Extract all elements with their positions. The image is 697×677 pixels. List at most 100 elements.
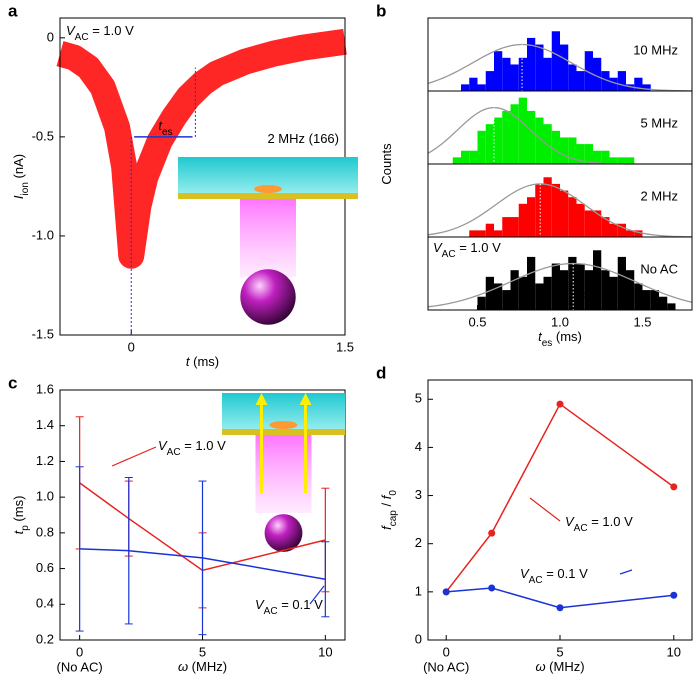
y-axis-label-group: Iion (nA): [11, 154, 31, 199]
histogram-bar: [560, 44, 569, 91]
histogram-bar: [617, 71, 626, 91]
text-part: AC: [75, 32, 89, 43]
histogram-bar: [551, 183, 560, 237]
histogram-bar: [543, 124, 552, 164]
histogram-bar: [642, 290, 651, 310]
histogram-bar: [601, 150, 610, 164]
histogram-bar: [568, 197, 577, 237]
histogram-bar: [469, 150, 478, 164]
tes-annotation: tes: [158, 118, 172, 138]
text-part: t: [186, 354, 191, 369]
series-line: [79, 548, 326, 581]
text-part: AC: [442, 249, 456, 260]
text-part: AC: [264, 606, 278, 617]
histogram-bar: [576, 263, 585, 310]
histogram-bar: [667, 303, 676, 310]
histogram-bar: [634, 283, 643, 310]
text-part: V: [255, 597, 265, 612]
arrow-head: [255, 393, 268, 405]
histogram-bar: [461, 150, 470, 164]
data-point: [442, 588, 450, 596]
x-tick-label: 1.5: [633, 314, 651, 329]
panel-label: c: [8, 373, 17, 392]
histogram-bar: [510, 217, 519, 237]
histogram-bar: [477, 84, 486, 91]
voltage-annotation: VAC = 1.0 V: [66, 23, 134, 43]
leader-line: [529, 497, 561, 522]
histogram-bar: [518, 57, 527, 91]
histogram-bar: [642, 84, 651, 91]
histogram-bar: [502, 217, 511, 237]
y-axis-label: Iion (nA): [11, 154, 31, 199]
y-tick-label: 0.6: [36, 560, 54, 575]
text-part: ion: [20, 182, 31, 195]
histogram-bar: [477, 296, 486, 310]
histogram-bar: [584, 270, 593, 310]
histogram-bar: [518, 203, 527, 237]
y-tick-label: 3: [415, 487, 422, 502]
histogram-bar: [518, 97, 527, 164]
histogram-bar: [650, 290, 659, 310]
text-part: = 1.0 V: [456, 240, 501, 255]
histogram-bar: [477, 130, 486, 164]
histogram-bar: [601, 270, 610, 310]
series-label: VAC = 0.1 V: [520, 566, 588, 586]
histogram-bar: [584, 210, 593, 237]
text-part: (MHz): [188, 659, 227, 674]
histogram-bar: [461, 84, 470, 91]
histogram-bar: [535, 183, 544, 237]
text-part: = 0.1 V: [543, 566, 588, 581]
frequency-annotation: 2 MHz (166): [267, 131, 339, 146]
histogram-bar: [601, 71, 610, 91]
histogram-bar: [560, 270, 569, 310]
text-part: = 0.1 V: [278, 597, 323, 612]
histogram-bar: [593, 250, 602, 310]
text-part: V: [520, 566, 530, 581]
histogram-bar: [551, 263, 560, 310]
text-part: AC: [574, 523, 588, 534]
inset-illustration: [222, 393, 345, 552]
histogram-bar: [609, 223, 618, 237]
beam: [255, 435, 312, 513]
histogram-bar: [518, 276, 527, 310]
y-tick-label: 0.4: [36, 596, 54, 611]
histogram-bar: [535, 44, 544, 91]
text-part: p: [581, 290, 587, 301]
text-part: V: [565, 514, 575, 529]
text-part: (nA): [11, 154, 26, 182]
histogram-bar: [626, 157, 635, 164]
text-part: Counts: [379, 143, 394, 185]
x-axis-label: tes (ms): [538, 329, 582, 349]
histogram-bar: [626, 84, 635, 91]
series-label: No AC: [640, 261, 678, 276]
histogram-bar: [626, 230, 635, 237]
x-tick-label: 0: [443, 644, 450, 659]
histogram-bar: [617, 256, 626, 310]
histogram-bar: [494, 230, 503, 237]
y-tick-label: -0.5: [32, 128, 54, 143]
histogram-bar: [543, 276, 552, 310]
histogram-bar: [551, 130, 560, 164]
text-part: t: [538, 329, 543, 344]
particle: [264, 514, 303, 552]
series-line: [79, 482, 326, 572]
membrane-edge: [178, 193, 358, 199]
histogram-bar: [593, 150, 602, 164]
leader-line: [309, 585, 325, 605]
histogram-bar: [576, 71, 585, 91]
histogram-bar: [543, 177, 552, 237]
text-part: cap: [388, 510, 399, 527]
series-line: [446, 587, 674, 609]
panel-label: a: [8, 1, 18, 20]
text-part: /: [379, 499, 394, 510]
y-tick-label: 0.8: [36, 524, 54, 539]
series-label: VAC = 1.0 V: [158, 438, 226, 458]
tp-annotation: tp: [577, 281, 587, 301]
text-part: f: [379, 525, 394, 530]
data-point: [670, 591, 678, 599]
histogram-bar: [502, 110, 511, 164]
text-part: AC: [167, 447, 181, 458]
histogram-bar: [535, 117, 544, 164]
histogram-bar: [502, 57, 511, 91]
x-note: (No AC): [423, 659, 469, 674]
